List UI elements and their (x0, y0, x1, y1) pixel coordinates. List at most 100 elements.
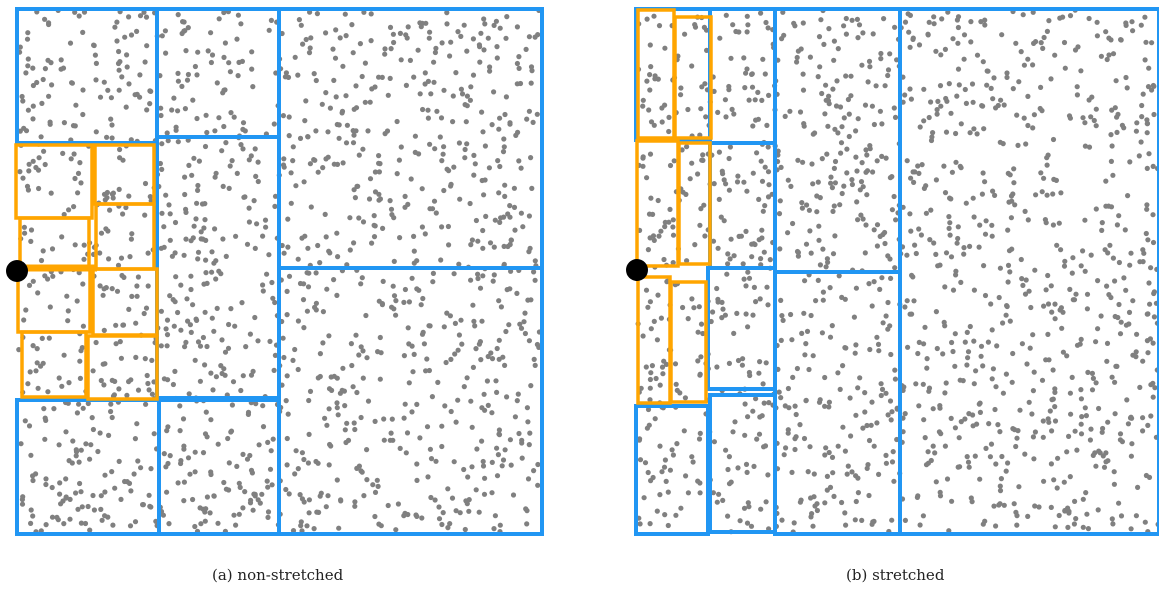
panel-b-point (1073, 516, 1079, 522)
panel-a-point (66, 458, 72, 464)
panel-b-point (698, 106, 704, 112)
panel-a-point (523, 506, 529, 512)
panel-a-point (19, 501, 26, 507)
panel-b-point (885, 72, 891, 79)
panel-b-point (753, 117, 759, 123)
panel-a-point (214, 80, 220, 86)
panel-a-point (367, 176, 374, 182)
panel-b-point (742, 401, 748, 407)
panel-b-point (777, 198, 783, 204)
panel-b-point (933, 479, 939, 485)
panel-b-point (1025, 93, 1031, 99)
panel-a-point (432, 49, 438, 56)
panel-a-point (395, 501, 401, 507)
panel-a-point (238, 142, 244, 148)
panel-a-point (182, 344, 188, 350)
panel-a-point (128, 236, 134, 242)
panel-b-point (754, 436, 760, 442)
panel-b-point (641, 495, 647, 501)
panel-b-point (816, 34, 823, 40)
panel-b-point (696, 436, 703, 442)
panel-a-point (406, 380, 412, 386)
panel-b-point (1070, 255, 1076, 261)
panel-a-point (77, 358, 83, 364)
panel-a-point (93, 77, 99, 83)
panel-b-point (1096, 405, 1102, 412)
panel-b-point (736, 29, 742, 35)
panel-b-point (1058, 247, 1064, 253)
panel-a-point (83, 441, 89, 447)
panel-b-point (799, 205, 806, 211)
panel-a-point (438, 115, 445, 121)
panel-a-point (194, 200, 200, 206)
panel-a-point (365, 128, 371, 134)
panel-a-point (213, 374, 219, 380)
panel-b-point (1140, 428, 1146, 434)
panel-b-point (867, 146, 873, 152)
panel-a-point (126, 379, 132, 385)
panel-a-point (428, 91, 434, 97)
panel-a-point (403, 32, 409, 38)
panel-a-point (42, 273, 48, 279)
panel-b-point (919, 162, 925, 168)
panel-b-point (955, 40, 961, 46)
panel-b-coarse-box (898, 7, 1159, 536)
panel-b-point (1109, 143, 1115, 149)
panel-b-point (700, 330, 706, 337)
panel-b-point (949, 339, 955, 346)
panel-b-point (848, 433, 854, 439)
panel-b-point (1144, 338, 1150, 344)
panel-b-query-point (626, 259, 648, 281)
panel-a-point (272, 193, 279, 199)
panel-a-point (56, 442, 62, 448)
panel-a-point (20, 175, 26, 181)
panel-a-point (147, 101, 153, 107)
panel-a-point (360, 146, 366, 152)
panel-a-point (116, 386, 122, 392)
panel-a-point (240, 451, 246, 457)
panel-a-point (461, 384, 467, 390)
panel-b-point (883, 155, 889, 161)
panel-a-point (250, 368, 256, 374)
panel-a-point (440, 151, 446, 157)
panel-a-point (440, 509, 446, 516)
panel-b-point (921, 417, 927, 423)
panel-a-point (441, 144, 447, 150)
panel-a-point (76, 401, 82, 407)
panel-a-point (209, 249, 215, 255)
panel-b-point (1140, 358, 1146, 364)
panel-a-point (526, 338, 533, 344)
panel-a-point (144, 372, 150, 379)
panel-b-point (889, 207, 896, 213)
panel-b-point (928, 457, 934, 464)
panel-b-point (762, 203, 768, 209)
panel-a-point (190, 97, 196, 103)
panel-a-point (376, 197, 382, 203)
panel-a-point (30, 343, 36, 349)
panel-b-point (1109, 374, 1115, 380)
panel-a-point (164, 332, 171, 338)
panel-a-point (398, 57, 404, 63)
panel-a-point (427, 446, 433, 452)
panel-a-point (76, 459, 82, 465)
panel-b-point (960, 378, 966, 384)
panel-a-point (172, 368, 178, 374)
panel-a-point (522, 330, 529, 337)
panel-b-point (817, 262, 824, 268)
panel-b-point (740, 261, 746, 267)
panel-b-point (856, 22, 863, 28)
panel-a-point (456, 261, 462, 267)
panel-b-point (826, 93, 832, 99)
panel-a-point (473, 487, 479, 493)
panel-a-point (231, 114, 237, 120)
panel-a-point (396, 157, 402, 163)
panel-b-point (819, 90, 825, 97)
panel-a-point (502, 111, 508, 118)
panel-b-point (827, 334, 834, 340)
panel-a-point (181, 479, 187, 485)
panel-a-point (173, 127, 179, 133)
panel-b-point (1119, 439, 1125, 445)
panel-a-point (355, 183, 361, 189)
panel-a-point (372, 418, 378, 424)
panel-b-point (698, 354, 704, 360)
